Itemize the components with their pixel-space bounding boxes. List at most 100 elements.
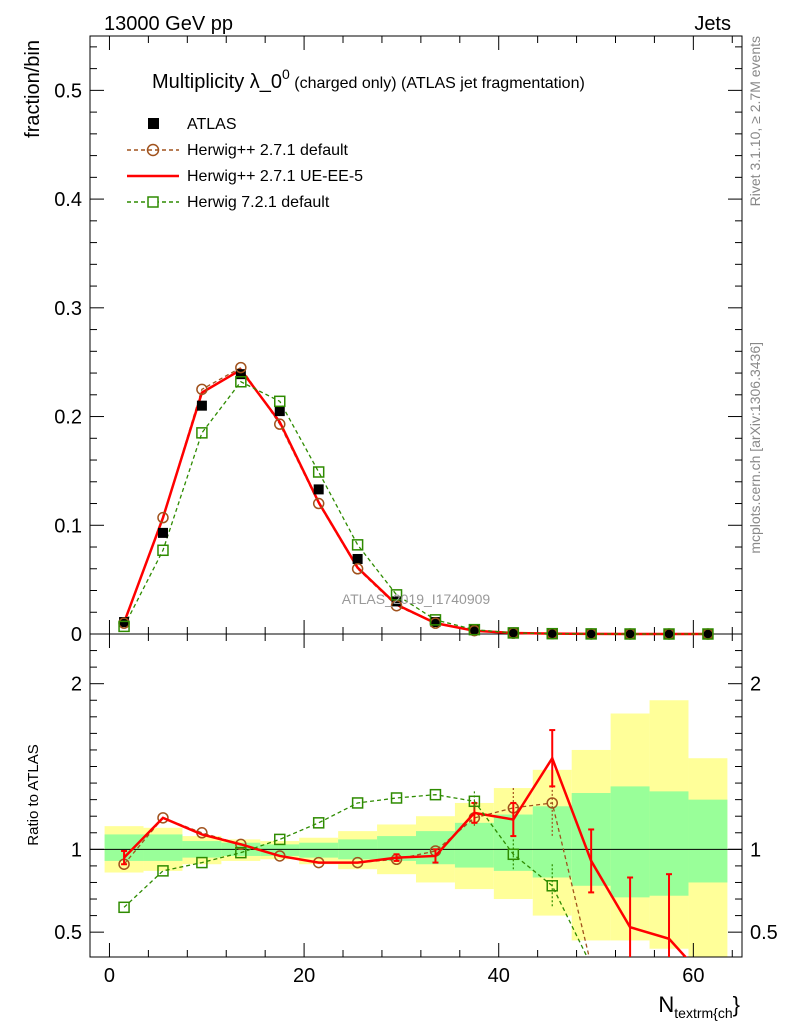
main-point-herwig7 [507, 627, 520, 639]
main-y-tick-label: 0.4 [54, 189, 82, 211]
plot-title: Multiplicity λ_00 (charged only) (ATLAS … [152, 66, 585, 93]
x-tick-label: 20 [293, 965, 315, 987]
ratio-line-herwig7 [123, 794, 588, 957]
main-point-herwig7 [157, 544, 169, 557]
ratio-point-herwig7 [390, 792, 403, 804]
main-point-atlas [664, 628, 675, 639]
legend: ATLAS Herwig++ 2.7.1 default Herwig++ 2.… [127, 116, 363, 211]
ratio-band-inner [260, 844, 300, 856]
legend-atlas-marker [148, 118, 159, 129]
x-axis-label-suffix: } [733, 992, 740, 1017]
main-y-tick-label: 0.2 [54, 407, 82, 429]
ratio-y-tick-label-right: 2 [750, 674, 761, 696]
rivet-version-label: Rivet 3.1.10, ≥ 2.7M events [747, 36, 763, 206]
main-point-atlas [274, 406, 285, 417]
main-point-atlas [625, 628, 636, 639]
category-label: Jets [694, 13, 731, 35]
x-tick-label: 60 [682, 965, 704, 987]
main-point-atlas [157, 527, 168, 538]
ratio-y-tick-label: 0.5 [54, 922, 82, 944]
ratio-band-inner [454, 822, 494, 868]
ratio-band-inner [688, 799, 728, 883]
main-point-herwig7 [468, 623, 481, 636]
main-point-atlas [196, 400, 207, 411]
ratio-y-tick-label-right: 1 [750, 839, 761, 861]
ratio-point-herwig7 [468, 795, 481, 808]
main-point-atlas [235, 369, 246, 380]
ratio-y-tick-label-right: 0.5 [750, 922, 778, 944]
main-point-herwig7 [235, 376, 247, 388]
ratio-panel-axes: 0.5 0.51 12 20 20 40 60 [54, 633, 778, 987]
ratio-band-inner [299, 842, 339, 858]
ratio-point-herwig7 [351, 797, 364, 809]
ratio-point-herwig_default [157, 812, 169, 824]
main-point-herwig7 [546, 627, 558, 640]
main-line-herwig_default [123, 366, 708, 635]
ratio-y-tick-label: 1 [71, 839, 82, 861]
legend-herwig-default-marker [146, 143, 160, 157]
main-point-atlas [586, 628, 597, 639]
main-point-herwig7 [663, 628, 675, 640]
main-point-atlas [313, 484, 324, 495]
main-point-atlas [469, 624, 480, 635]
main-point-herwig_default [157, 511, 169, 524]
ratio-panel-series [118, 729, 688, 957]
ratio-y-axis-label: Ratio to ATLAS [25, 744, 42, 845]
plot-title-superscript: 0 [282, 66, 290, 82]
legend-herwig7-marker [147, 196, 159, 208]
main-y-tick-label: 0.3 [54, 298, 82, 320]
main-point-herwig_default [274, 418, 286, 430]
main-point-herwig_default [196, 383, 208, 396]
ratio-frame [89, 633, 743, 958]
main-point-herwig7 [312, 466, 325, 478]
legend-herwig-default-label: Herwig++ 2.7.1 default [187, 142, 349, 159]
main-y-axis-label: fraction/bin [22, 40, 44, 138]
legend-atlas-label: ATLAS [187, 116, 237, 133]
x-tick-label: 0 [104, 965, 115, 987]
main-point-atlas [352, 553, 363, 564]
main-panel-series [118, 361, 714, 640]
mcplots-label: mcplots.cern.ch [arXiv:1306.3436] [747, 342, 763, 554]
plot-title-suffix: (charged only) (ATLAS jet fragmentation) [290, 75, 585, 92]
main-point-herwig7 [429, 614, 442, 626]
legend-herwig7-label: Herwig 7.2.1 default [187, 194, 330, 211]
main-point-herwig7 [702, 628, 714, 640]
ratio-point-herwig_default [546, 797, 558, 809]
main-point-herwig7 [624, 628, 636, 640]
x-axis-label-subscript: textrm{ch [674, 1005, 732, 1021]
main-y-tick-label: 0.5 [54, 80, 82, 102]
x-axis-label-main: N [658, 992, 674, 1017]
ratio-point-herwig7 [429, 788, 442, 801]
analysis-watermark: ATLAS_2019_I1740909 [342, 591, 491, 607]
main-point-atlas [547, 628, 558, 639]
main-y-tick-label: 0 [71, 624, 82, 646]
main-point-atlas [702, 628, 713, 639]
ratio-point-herwig7 [235, 846, 247, 859]
main-point-herwig7 [351, 539, 364, 551]
main-point-herwig_default [235, 361, 247, 374]
main-point-herwig7 [274, 395, 286, 408]
main-point-herwig7 [196, 427, 208, 439]
main-panel-axes: 0 0.1 0.2 0.3 0.4 0.5 [54, 35, 743, 646]
main-point-herwig7 [390, 589, 403, 601]
energy-label: 13000 GeV pp [104, 13, 233, 35]
main-point-herwig7 [585, 628, 597, 640]
main-point-herwig_default [351, 563, 364, 575]
main-point-herwig_default [312, 497, 325, 510]
ratio-point-herwig7 [546, 880, 558, 892]
x-tick-label: 40 [488, 965, 510, 987]
ratio-point-herwig7 [196, 856, 208, 869]
ratio-band-inner [532, 806, 572, 878]
main-point-herwig7 [118, 620, 130, 633]
plot-title-main: Multiplicity λ_0 [152, 71, 282, 93]
ratio-line-herwig_ueee5 [123, 755, 688, 957]
x-axis-label: Ntextrm{ch} [658, 992, 740, 1021]
main-line-herwig7 [123, 380, 708, 635]
ratio-point-herwig7 [157, 865, 169, 877]
main-y-tick-label: 0.1 [54, 515, 82, 537]
ratio-y-tick-label: 2 [71, 674, 82, 696]
ratio-band-inner [143, 834, 183, 861]
ratio-series-clipped [118, 729, 688, 957]
ratio-point-herwig7 [507, 848, 520, 861]
